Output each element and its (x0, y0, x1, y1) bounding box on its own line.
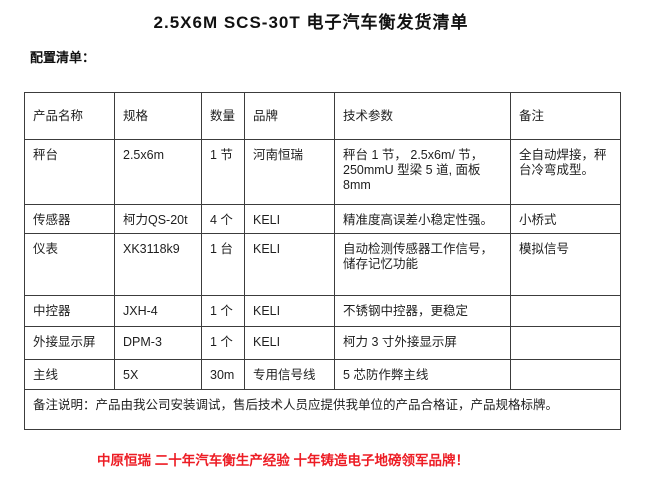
table-row: 外接显示屏 DPM-3 1 个 KELI 柯力 3 寸外接显示屏 (24, 326, 621, 360)
cell-tech-params: 5 芯防作弊主线 (334, 359, 511, 390)
brand-slogan: 中原恒瑞 二十年汽车衡生产经验 十年铸造电子地磅领军品牌！ (96, 453, 469, 468)
cell-note (510, 295, 621, 327)
table-header-row: 产品名称 规格 数量 品牌 技术参数 备注 (24, 92, 621, 140)
cell-note (510, 326, 621, 360)
cell-note: 小桥式 (510, 204, 621, 234)
cell-product-name: 主线 (24, 359, 115, 390)
table-row: 主线 5X 30m 专用信号线 5 芯防作弊主线 (24, 359, 621, 390)
cell-qty: 1 个 (201, 326, 245, 360)
cell-note (510, 359, 621, 390)
cell-spec: 5X (114, 359, 202, 390)
cell-tech-params: 秤台 1 节， 2.5x6m/ 节， 250mmU 型梁 5 道, 面板 8mm (334, 139, 511, 205)
cell-spec: XK3118k9 (114, 233, 202, 296)
cell-spec: DPM-3 (114, 326, 202, 360)
section-label: 配置清单： (30, 50, 96, 65)
cell-spec: 柯力QS-20t (114, 204, 202, 234)
cell-qty: 30m (201, 359, 245, 390)
shipping-list-table: 产品名称 规格 数量 品牌 技术参数 备注 秤台 2.5x6m 1 节 河南恒瑞… (24, 92, 621, 430)
cell-brand: KELI (244, 204, 335, 234)
header-cell-brand: 品牌 (244, 92, 335, 140)
cell-note: 全自动焊接，秤台冷弯成型。 (510, 139, 621, 205)
cell-qty: 1 个 (201, 295, 245, 327)
table-row: 仪表 XK3118k9 1 台 KELI 自动检测传感器工作信号， 储存记忆功能… (24, 233, 621, 296)
header-cell-product-name: 产品名称 (24, 92, 115, 140)
footnote-text: 备注说明：产品由我公司安装调试，售后技术人员应提供我单位的产品合格证，产品规格标… (24, 389, 621, 430)
table-row: 中控器 JXH-4 1 个 KELI 不锈钢中控器，更稳定 (24, 295, 621, 327)
header-cell-qty: 数量 (201, 92, 245, 140)
cell-tech-params: 精准度高误差小稳定性强。 (334, 204, 511, 234)
cell-qty: 1 节 (201, 139, 245, 205)
cell-product-name: 秤台 (24, 139, 115, 205)
cell-brand: KELI (244, 326, 335, 360)
cell-qty: 1 台 (201, 233, 245, 296)
cell-product-name: 外接显示屏 (24, 326, 115, 360)
table-footnote-row: 备注说明：产品由我公司安装调试，售后技术人员应提供我单位的产品合格证，产品规格标… (24, 389, 621, 430)
cell-brand: KELI (244, 233, 335, 296)
table-row: 秤台 2.5x6m 1 节 河南恒瑞 秤台 1 节， 2.5x6m/ 节， 25… (24, 139, 621, 205)
cell-product-name: 中控器 (24, 295, 115, 327)
cell-product-name: 仪表 (24, 233, 115, 296)
cell-spec: JXH-4 (114, 295, 202, 327)
page-title: 2.5X6M SCS-30T 电子汽车衡发货清单 (153, 13, 469, 32)
header-cell-spec: 规格 (114, 92, 202, 140)
cell-note: 模拟信号 (510, 233, 621, 296)
header-cell-note: 备注 (510, 92, 621, 140)
cell-brand: KELI (244, 295, 335, 327)
cell-qty: 4 个 (201, 204, 245, 234)
cell-product-name: 传感器 (24, 204, 115, 234)
table-row: 传感器 柯力QS-20t 4 个 KELI 精准度高误差小稳定性强。 小桥式 (24, 204, 621, 234)
cell-spec: 2.5x6m (114, 139, 202, 205)
cell-tech-params: 不锈钢中控器，更稳定 (334, 295, 511, 327)
cell-tech-params: 柯力 3 寸外接显示屏 (334, 326, 511, 360)
header-cell-tech-params: 技术参数 (334, 92, 511, 140)
cell-tech-params: 自动检测传感器工作信号， 储存记忆功能 (334, 233, 511, 296)
cell-brand: 河南恒瑞 (244, 139, 335, 205)
cell-brand: 专用信号线 (244, 359, 335, 390)
